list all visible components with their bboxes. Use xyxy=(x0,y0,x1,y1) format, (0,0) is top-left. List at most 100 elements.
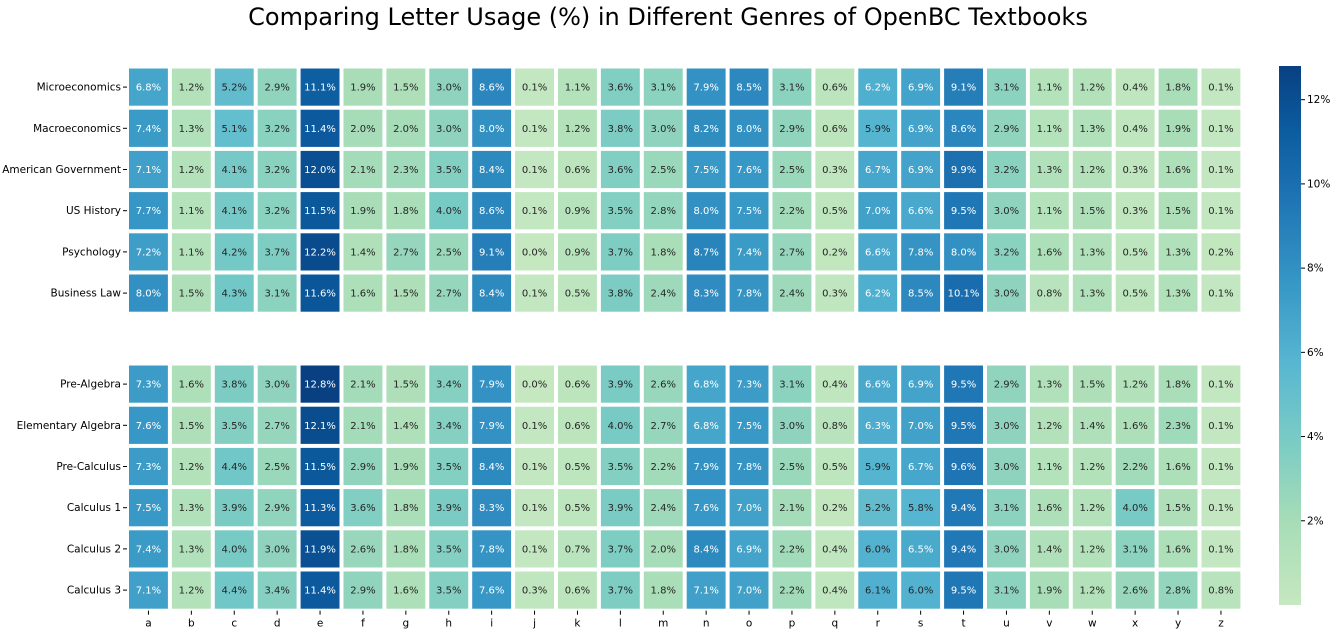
column-label: i xyxy=(490,618,493,630)
cell-value-label: 1.2% xyxy=(1122,380,1147,391)
heatmap-cell xyxy=(686,530,726,568)
heatmap-cell xyxy=(429,192,469,230)
cell-value-label: 5.2% xyxy=(222,83,247,94)
cell-value-label: 0.1% xyxy=(1208,462,1233,473)
heatmap-cell xyxy=(901,68,941,106)
cell-value-label: 1.3% xyxy=(179,124,204,135)
heatmap-cell xyxy=(643,489,683,527)
cell-value-label: 12.1% xyxy=(304,421,336,432)
cell-value-label: 2.8% xyxy=(651,206,676,217)
cell-value-label: 1.8% xyxy=(393,544,418,555)
row-label: Elementary Algebra xyxy=(17,420,121,432)
cell-value-label: 4.4% xyxy=(222,462,247,473)
cell-value-label: 0.6% xyxy=(822,83,847,94)
cell-value-label: 3.1% xyxy=(779,380,804,391)
cell-value-label: 6.9% xyxy=(908,83,933,94)
colorbar-tick-label: 10% xyxy=(1307,178,1330,190)
heatmap-cell xyxy=(429,274,469,312)
heatmap-cell xyxy=(729,150,769,189)
heatmap-cell xyxy=(1115,489,1155,527)
heatmap-cell xyxy=(257,192,297,230)
heatmap-cell xyxy=(772,571,812,609)
cell-value-label: 7.6% xyxy=(736,165,761,176)
cell-value-label: 1.9% xyxy=(393,462,418,473)
row-label: Pre-Calculus xyxy=(56,461,121,473)
heatmap-cell xyxy=(815,571,855,609)
heatmap-cell xyxy=(1029,489,1069,527)
cell-value-label: 1.5% xyxy=(393,289,418,300)
cell-value-label: 0.8% xyxy=(822,421,847,432)
heatmap-cell xyxy=(1115,530,1155,568)
heatmap-cell xyxy=(1158,447,1198,486)
heatmap-cell xyxy=(386,233,426,271)
cell-value-label: 0.4% xyxy=(822,380,847,391)
heatmap-cell xyxy=(815,406,855,444)
heatmap-cell xyxy=(558,150,597,189)
heatmap-cell xyxy=(1201,274,1241,312)
heatmap-cell xyxy=(858,365,898,403)
heatmap-cell xyxy=(1029,571,1069,609)
heatmap-cell xyxy=(386,530,426,568)
cell-value-label: 2.5% xyxy=(264,462,289,473)
heatmap-cell xyxy=(515,109,554,147)
cell-value-label: 7.3% xyxy=(136,462,161,473)
cell-value-label: 6.6% xyxy=(865,247,890,258)
cell-value-label: 0.8% xyxy=(1037,289,1062,300)
heatmap-cell xyxy=(429,530,469,568)
cell-value-label: 12.2% xyxy=(304,247,336,258)
heatmap-cell xyxy=(1158,365,1198,403)
heatmap-cell xyxy=(772,150,812,189)
heatmap-cell xyxy=(944,68,983,106)
heatmap-cell xyxy=(129,68,168,106)
heatmap-cell xyxy=(214,109,254,147)
heatmap-cell xyxy=(429,150,469,189)
cell-value-label: 3.1% xyxy=(779,83,804,94)
heatmap-cell xyxy=(987,447,1026,486)
cell-value-label: 7.7% xyxy=(136,206,161,217)
heatmap-cell xyxy=(171,233,211,271)
heatmap-cell xyxy=(987,192,1026,230)
cell-value-label: 12.0% xyxy=(304,165,336,176)
cell-value-label: 3.2% xyxy=(994,247,1019,258)
heatmap-cell xyxy=(129,489,168,527)
cell-value-label: 2.9% xyxy=(994,124,1019,135)
column-label: s xyxy=(918,618,923,630)
heatmap-cell xyxy=(643,406,683,444)
cell-value-label: 1.5% xyxy=(393,83,418,94)
heatmap-cell xyxy=(129,365,168,403)
heatmap-cell xyxy=(1115,68,1155,106)
cell-value-label: 6.9% xyxy=(908,165,933,176)
cell-value-label: 0.5% xyxy=(565,289,590,300)
cell-value-label: 3.6% xyxy=(608,83,633,94)
heatmap-cell xyxy=(772,530,812,568)
cell-value-label: 0.1% xyxy=(1208,421,1233,432)
cell-value-label: 4.0% xyxy=(608,421,633,432)
cell-value-label: 6.9% xyxy=(908,380,933,391)
cell-value-label: 6.2% xyxy=(865,289,890,300)
cell-value-label: 0.1% xyxy=(1208,124,1233,135)
cell-value-label: 1.3% xyxy=(1037,165,1062,176)
cell-value-label: 3.0% xyxy=(994,289,1019,300)
heatmap-cell xyxy=(214,571,254,609)
cell-value-label: 11.1% xyxy=(304,83,336,94)
cell-value-label: 1.5% xyxy=(1080,206,1105,217)
colorbar-bar xyxy=(1279,66,1301,605)
heatmap-cell xyxy=(558,192,597,230)
heatmap-cell xyxy=(214,192,254,230)
cell-value-label: 5.2% xyxy=(865,503,890,514)
heatmap-cell xyxy=(858,571,898,609)
cell-value-label: 6.6% xyxy=(908,206,933,217)
cell-value-label: 7.1% xyxy=(693,586,718,597)
heatmap-cell xyxy=(901,571,941,609)
cell-value-label: 8.6% xyxy=(479,83,504,94)
heatmap-cell xyxy=(901,150,941,189)
heatmap-cell xyxy=(171,274,211,312)
heatmap-cell xyxy=(944,109,983,147)
column-label: f xyxy=(361,618,365,630)
cell-value-label: 0.4% xyxy=(1122,124,1147,135)
heatmap-cell xyxy=(300,109,340,147)
cell-value-label: 3.1% xyxy=(1122,544,1147,555)
cell-value-label: 0.6% xyxy=(565,380,590,391)
cell-value-label: 3.9% xyxy=(608,380,633,391)
heatmap-cell xyxy=(643,68,683,106)
